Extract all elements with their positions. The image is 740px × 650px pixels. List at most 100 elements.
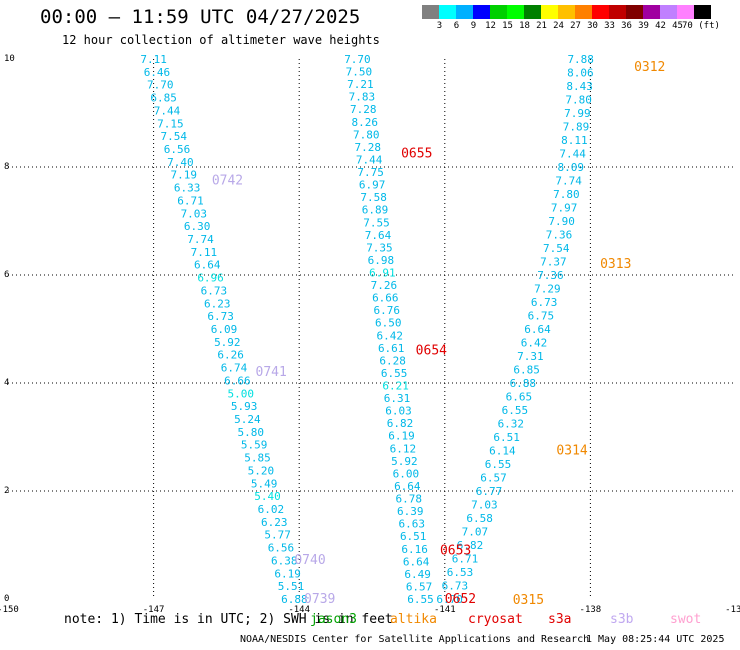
color-scale-label: 15 bbox=[502, 21, 513, 31]
wave-height-value: 6.82 bbox=[387, 417, 414, 430]
pass-time-label: 0740 bbox=[294, 553, 325, 568]
satellite-legend-item: cryosat bbox=[468, 612, 523, 627]
wave-height-value: 6.73 bbox=[207, 310, 234, 323]
wave-height-value: 6.76 bbox=[374, 304, 401, 317]
wave-height-value: 7.58 bbox=[360, 191, 387, 204]
wave-height-value: 6.77 bbox=[476, 485, 503, 498]
wave-height-value: 7.35 bbox=[366, 241, 393, 254]
wave-height-value: 7.70 bbox=[344, 53, 371, 66]
color-scale-label: 39 bbox=[638, 21, 649, 31]
wave-height-value: 7.19 bbox=[171, 169, 198, 182]
wave-height-value: 6.73 bbox=[201, 284, 228, 297]
wave-height-value: 7.80 bbox=[353, 128, 380, 141]
x-tick-label: -141 bbox=[434, 605, 456, 615]
color-swatch bbox=[439, 5, 456, 19]
wave-height-value: 6.98 bbox=[368, 254, 395, 267]
wave-height-value: 5.85 bbox=[244, 452, 271, 465]
wave-height-value: 6.46 bbox=[144, 66, 171, 79]
wave-height-value: 6.89 bbox=[362, 204, 389, 217]
wave-height-value: 6.53 bbox=[447, 566, 474, 579]
wave-height-value: 7.15 bbox=[157, 117, 184, 130]
color-swatch bbox=[592, 5, 609, 19]
wave-height-value: 6.96 bbox=[197, 272, 224, 285]
wave-height-value: 6.00 bbox=[393, 467, 420, 480]
wave-height-value: 6.21 bbox=[382, 380, 409, 393]
wave-height-value: 6.65 bbox=[506, 391, 533, 404]
color-swatch bbox=[456, 5, 473, 19]
wave-height-value: 6.14 bbox=[489, 445, 516, 458]
wave-height-value: 6.64 bbox=[194, 259, 221, 272]
wave-height-value: 6.55 bbox=[502, 404, 529, 417]
wave-height-value: 7.70 bbox=[147, 79, 174, 92]
color-swatch bbox=[609, 5, 626, 19]
wave-height-value: 5.24 bbox=[234, 413, 261, 426]
legend-note: note: 1) Time is in UTC; 2) SWH is in fe… bbox=[64, 612, 393, 627]
wave-height-value: 7.29 bbox=[534, 283, 561, 296]
wave-height-value: 6.88 bbox=[510, 377, 537, 390]
wave-height-value: 6.49 bbox=[404, 568, 431, 581]
wave-height-value: 6.55 bbox=[407, 593, 434, 606]
color-swatch bbox=[558, 5, 575, 19]
wave-height-value: 7.75 bbox=[357, 166, 384, 179]
wave-height-value: 5.77 bbox=[264, 529, 291, 542]
wave-height-value: 6.55 bbox=[381, 367, 408, 380]
wave-height-value: 6.74 bbox=[221, 362, 248, 375]
pass-time-label: 0653 bbox=[440, 543, 471, 558]
wave-height-value: 8.43 bbox=[566, 80, 593, 93]
wave-height-value: 6.31 bbox=[384, 392, 411, 405]
color-swatch bbox=[694, 5, 711, 19]
wave-height-value: 6.78 bbox=[396, 493, 423, 506]
pass-time-label: 0312 bbox=[634, 60, 665, 75]
pass-time-label: 0655 bbox=[401, 147, 432, 162]
wave-height-value: 6.64 bbox=[403, 555, 430, 568]
x-tick-label: -150 bbox=[0, 605, 19, 615]
satellite-legend-item: s3b bbox=[610, 612, 634, 627]
wave-height-value: 6.19 bbox=[388, 430, 415, 443]
wave-height-value: 7.11 bbox=[191, 246, 218, 259]
wave-height-value: 7.97 bbox=[551, 202, 578, 215]
wave-height-value: 7.31 bbox=[517, 350, 544, 363]
wave-height-value: 5.59 bbox=[241, 439, 268, 452]
color-scale-label: 36 bbox=[621, 21, 632, 31]
wave-height-value: 6.71 bbox=[452, 553, 479, 566]
color-scale-label: 21 bbox=[536, 21, 547, 31]
wave-height-value: 6.73 bbox=[531, 296, 558, 309]
wave-height-value: 6.50 bbox=[375, 317, 402, 330]
wave-height-value: 7.07 bbox=[462, 526, 489, 539]
wave-height-value: 6.51 bbox=[493, 431, 520, 444]
wave-height-value: 7.28 bbox=[350, 103, 377, 116]
wave-height-value: 6.71 bbox=[177, 194, 204, 207]
wave-height-value: 6.33 bbox=[174, 182, 201, 195]
wave-height-value: 7.44 bbox=[559, 148, 586, 161]
wave-height-value: 7.26 bbox=[371, 279, 398, 292]
color-scale-label: 33 bbox=[604, 21, 615, 31]
wave-height-value: 7.89 bbox=[563, 121, 590, 134]
satellite-legend-item: altika bbox=[390, 612, 437, 627]
color-swatch bbox=[575, 5, 592, 19]
wave-height-value: 6.73 bbox=[442, 580, 469, 593]
wave-height-value: 6.63 bbox=[398, 518, 425, 531]
wave-height-value: 5.92 bbox=[214, 336, 241, 349]
wave-height-value: 8.26 bbox=[352, 116, 379, 129]
x-tick-label: -135 bbox=[725, 605, 740, 615]
y-tick-label: 0 bbox=[4, 594, 9, 604]
color-scale-bar bbox=[422, 5, 711, 19]
wave-height-value: 5.40 bbox=[254, 490, 281, 503]
wave-height-value: 7.50 bbox=[346, 66, 373, 79]
wave-height-value: 6.23 bbox=[204, 297, 231, 310]
wave-height-value: 7.03 bbox=[471, 499, 498, 512]
wave-height-value: 5.49 bbox=[251, 477, 278, 490]
color-scale-label: 27 bbox=[570, 21, 581, 31]
wave-height-value: 7.44 bbox=[356, 153, 383, 166]
wave-height-value: 7.90 bbox=[548, 215, 575, 228]
wave-height-value: 7.54 bbox=[543, 242, 570, 255]
wave-height-value: 6.30 bbox=[184, 220, 211, 233]
pass-time-label: 0315 bbox=[513, 593, 544, 608]
wave-height-value: 7.40 bbox=[167, 156, 194, 169]
color-scale-label: 9 bbox=[470, 21, 477, 31]
wave-height-value: 7.80 bbox=[553, 188, 580, 201]
wave-height-value: 6.51 bbox=[400, 530, 427, 543]
color-scale-label: 3 bbox=[436, 21, 443, 31]
y-tick-label: 2 bbox=[4, 486, 9, 496]
x-tick-label: -144 bbox=[288, 605, 310, 615]
